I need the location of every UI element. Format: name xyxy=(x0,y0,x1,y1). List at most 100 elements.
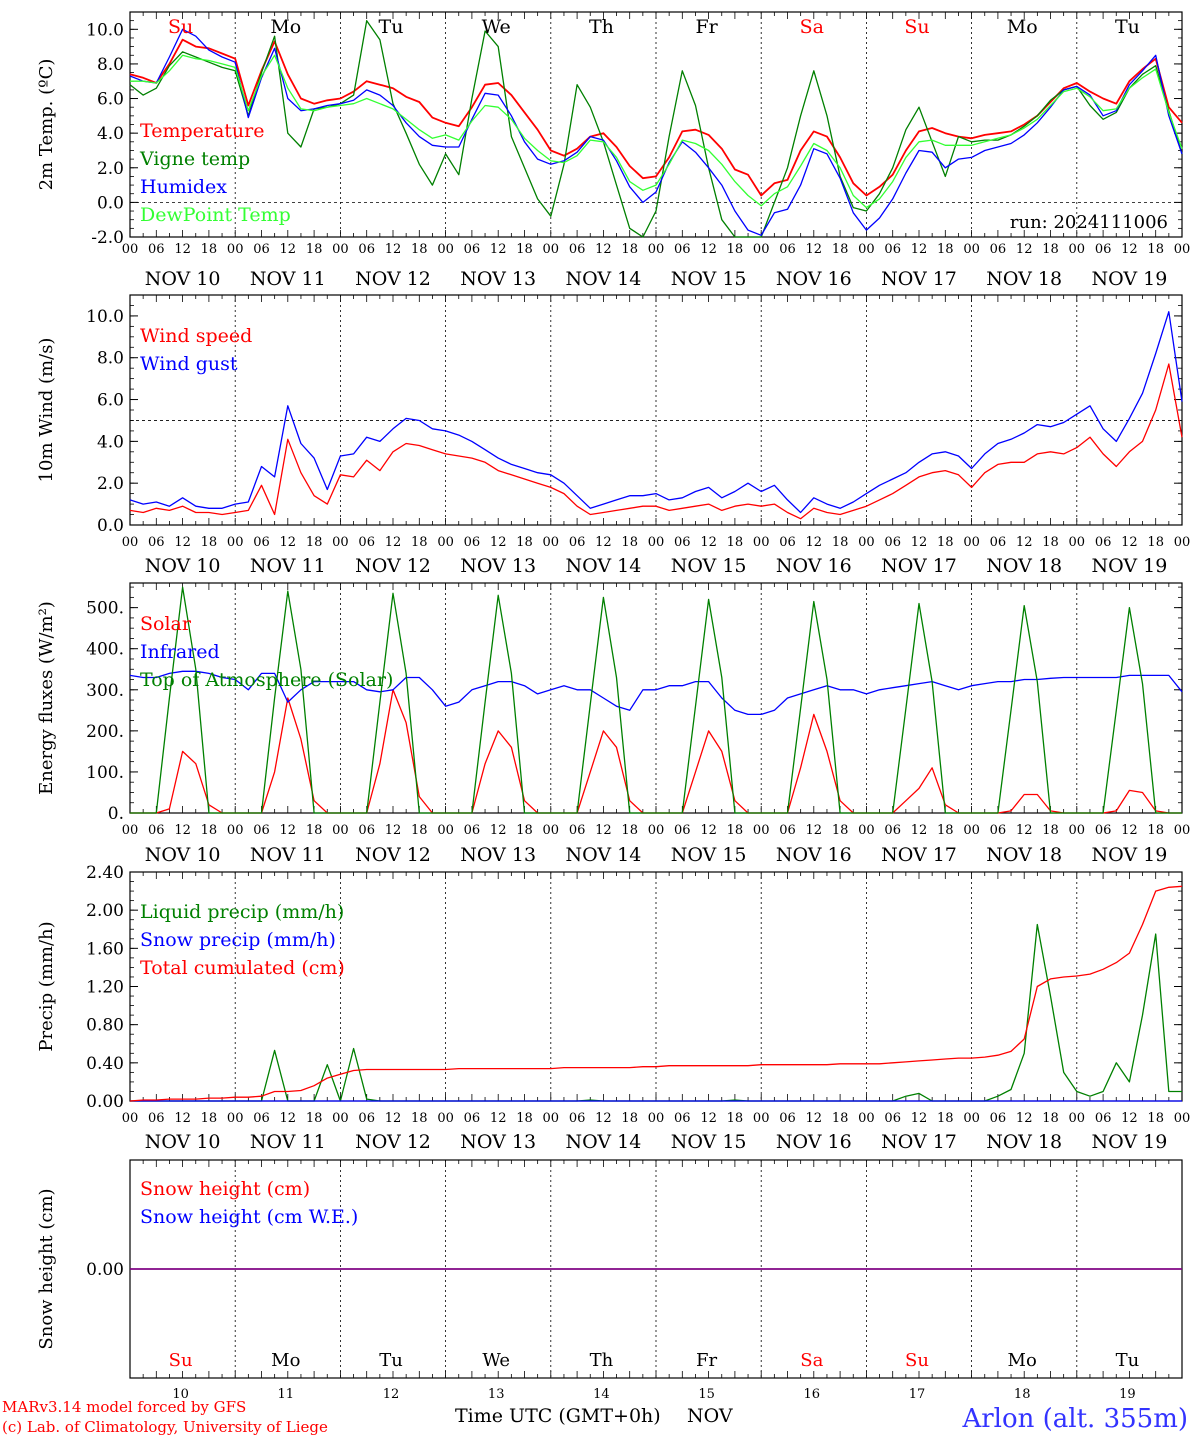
hour-tick-label: 12 xyxy=(1016,535,1033,550)
legend-entry: Snow height (cm W.E.) xyxy=(140,1206,358,1228)
hour-tick-label: 12 xyxy=(806,535,823,550)
y-tick-label: 0.00 xyxy=(86,1092,124,1112)
legend-entry: Wind speed xyxy=(140,325,252,347)
panel-1: -2.0 0.0 2.0 4.0 6.0 8.0 10.0 2m Temp. (ºC) Temp… xyxy=(36,11,1190,290)
y-tick-label: 2.0 xyxy=(97,159,124,179)
hour-tick-label: 18 xyxy=(832,1111,849,1126)
day-label: NOV 19 xyxy=(1091,268,1167,290)
hour-tick-label: 00 xyxy=(122,823,139,838)
hour-tick-label: 12 xyxy=(490,823,507,838)
hour-tick-label: 06 xyxy=(884,1111,901,1126)
hour-tick-label: 06 xyxy=(779,242,796,257)
day-label: NOV 17 xyxy=(881,844,957,866)
y-tick-label: 1.20 xyxy=(86,978,124,998)
hour-tick-label: 00 xyxy=(648,823,665,838)
hour-tick-label: 18 xyxy=(1147,535,1164,550)
day-label: NOV 13 xyxy=(460,1131,536,1153)
series-line-wind-gust xyxy=(129,311,1183,514)
hour-tick-label: 06 xyxy=(569,823,586,838)
hour-tick-label: 12 xyxy=(280,1111,297,1126)
hour-tick-label: 18 xyxy=(516,823,533,838)
hour-tick-label: 00 xyxy=(753,1111,770,1126)
series-line-infrared xyxy=(129,670,1183,716)
hour-tick-label: 12 xyxy=(385,242,402,257)
weekday-label: Fr xyxy=(695,16,718,38)
day-label: NOV 19 xyxy=(1091,844,1167,866)
hour-tick-label: 18 xyxy=(621,242,638,257)
day-label: NOV 15 xyxy=(671,844,747,866)
run-label: run: 2024111006 xyxy=(1010,212,1168,233)
y-tick-label: 0. xyxy=(108,804,124,824)
hour-tick-label: 00 xyxy=(543,242,560,257)
hour-tick-label: 12 xyxy=(911,535,928,550)
hour-tick-label: 18 xyxy=(727,242,744,257)
hour-tick-label: 00 xyxy=(753,535,770,550)
day-label: NOV 11 xyxy=(250,268,326,290)
hour-tick-label: 12 xyxy=(911,823,928,838)
hour-tick-label: 00 xyxy=(227,242,244,257)
y-tick-label: 0.0 xyxy=(97,516,124,536)
hour-tick-label: 00 xyxy=(227,535,244,550)
weekday-label: Th xyxy=(589,16,614,38)
hour-tick-label: 12 xyxy=(806,823,823,838)
hour-tick-label: 12 xyxy=(1121,242,1138,257)
panel-4: 0.00 0.40 0.80 1.20 1.60 2.00 2.40 Precip (mm/h… xyxy=(36,863,1190,1153)
hour-tick-label: 18 xyxy=(937,823,954,838)
y-tick-label: 500. xyxy=(86,599,124,619)
hour-tick-label: 18 xyxy=(727,823,744,838)
hour-tick-label: 00 xyxy=(858,823,875,838)
legend-entry: Humidex xyxy=(140,176,227,198)
day-label: NOV 19 xyxy=(1091,1131,1167,1153)
hour-tick-label: 12 xyxy=(385,1111,402,1126)
hour-tick-label: 18 xyxy=(1042,535,1059,550)
hour-tick-label: 00 xyxy=(648,242,665,257)
weekday-label: Fr xyxy=(696,1350,717,1371)
lab-credit: (c) Lab. of Climatology, University of L… xyxy=(2,1418,328,1436)
y-tick-label: 2.0 xyxy=(97,474,124,494)
hour-tick-label: 06 xyxy=(253,242,270,257)
y-tick-label: 100. xyxy=(86,763,124,783)
hour-tick-label: 18 xyxy=(411,823,428,838)
hour-tick-label: 00 xyxy=(858,242,875,257)
series-line-top-of-atmosphere-solar- xyxy=(130,586,1182,814)
hour-tick-label: 06 xyxy=(779,823,796,838)
day-label: NOV 18 xyxy=(986,1131,1062,1153)
day-label: NOV 15 xyxy=(671,268,747,290)
day-label: NOV 13 xyxy=(460,555,536,577)
hour-tick-label: 18 xyxy=(411,535,428,550)
day-label: NOV 16 xyxy=(776,268,852,290)
hour-tick-label: 18 xyxy=(1042,1111,1059,1126)
hour-tick-label: 06 xyxy=(1095,535,1112,550)
y-tick-label: 400. xyxy=(86,640,124,660)
weekday-label: Tu xyxy=(379,1350,403,1371)
day-label: NOV 11 xyxy=(250,555,326,577)
weekday-label: Mo xyxy=(271,1350,300,1371)
day-label: NOV 11 xyxy=(250,1131,326,1153)
weekday-label: Tu xyxy=(1116,1350,1140,1371)
series-line-dewpoint-temp xyxy=(130,54,1183,209)
day-label: NOV 13 xyxy=(460,268,536,290)
y-axis-title: Energy fluxes (W/m²) xyxy=(36,601,57,795)
hour-tick-label: 12 xyxy=(1121,1111,1138,1126)
day-label: NOV 12 xyxy=(355,555,431,577)
hour-tick-label: 00 xyxy=(1069,535,1086,550)
legend-entry: Top of Atmosphere (Solar) xyxy=(140,669,393,691)
hour-tick-label: 00 xyxy=(437,535,454,550)
weekday-label: Mo xyxy=(1008,1350,1037,1371)
hour-tick-label: 18 xyxy=(201,242,218,257)
legend-entry: DewPoint Temp xyxy=(140,204,291,226)
hour-tick-label: 12 xyxy=(595,1111,612,1126)
hour-tick-label: 00 xyxy=(227,823,244,838)
hour-tick-label: 06 xyxy=(779,535,796,550)
day-label: NOV 12 xyxy=(355,268,431,290)
day-label: NOV 18 xyxy=(986,844,1062,866)
day-label: NOV 14 xyxy=(565,1131,641,1153)
y-tick-label: 4.0 xyxy=(97,432,124,452)
hour-tick-label: 00 xyxy=(648,1111,665,1126)
hour-tick-label: 18 xyxy=(306,535,323,550)
hour-tick-label: 12 xyxy=(806,242,823,257)
hour-tick-label: 18 xyxy=(621,535,638,550)
hour-tick-label: 12 xyxy=(280,535,297,550)
hour-tick-label: 00 xyxy=(332,1111,349,1126)
y-tick-label: 0.00 xyxy=(86,1260,124,1280)
